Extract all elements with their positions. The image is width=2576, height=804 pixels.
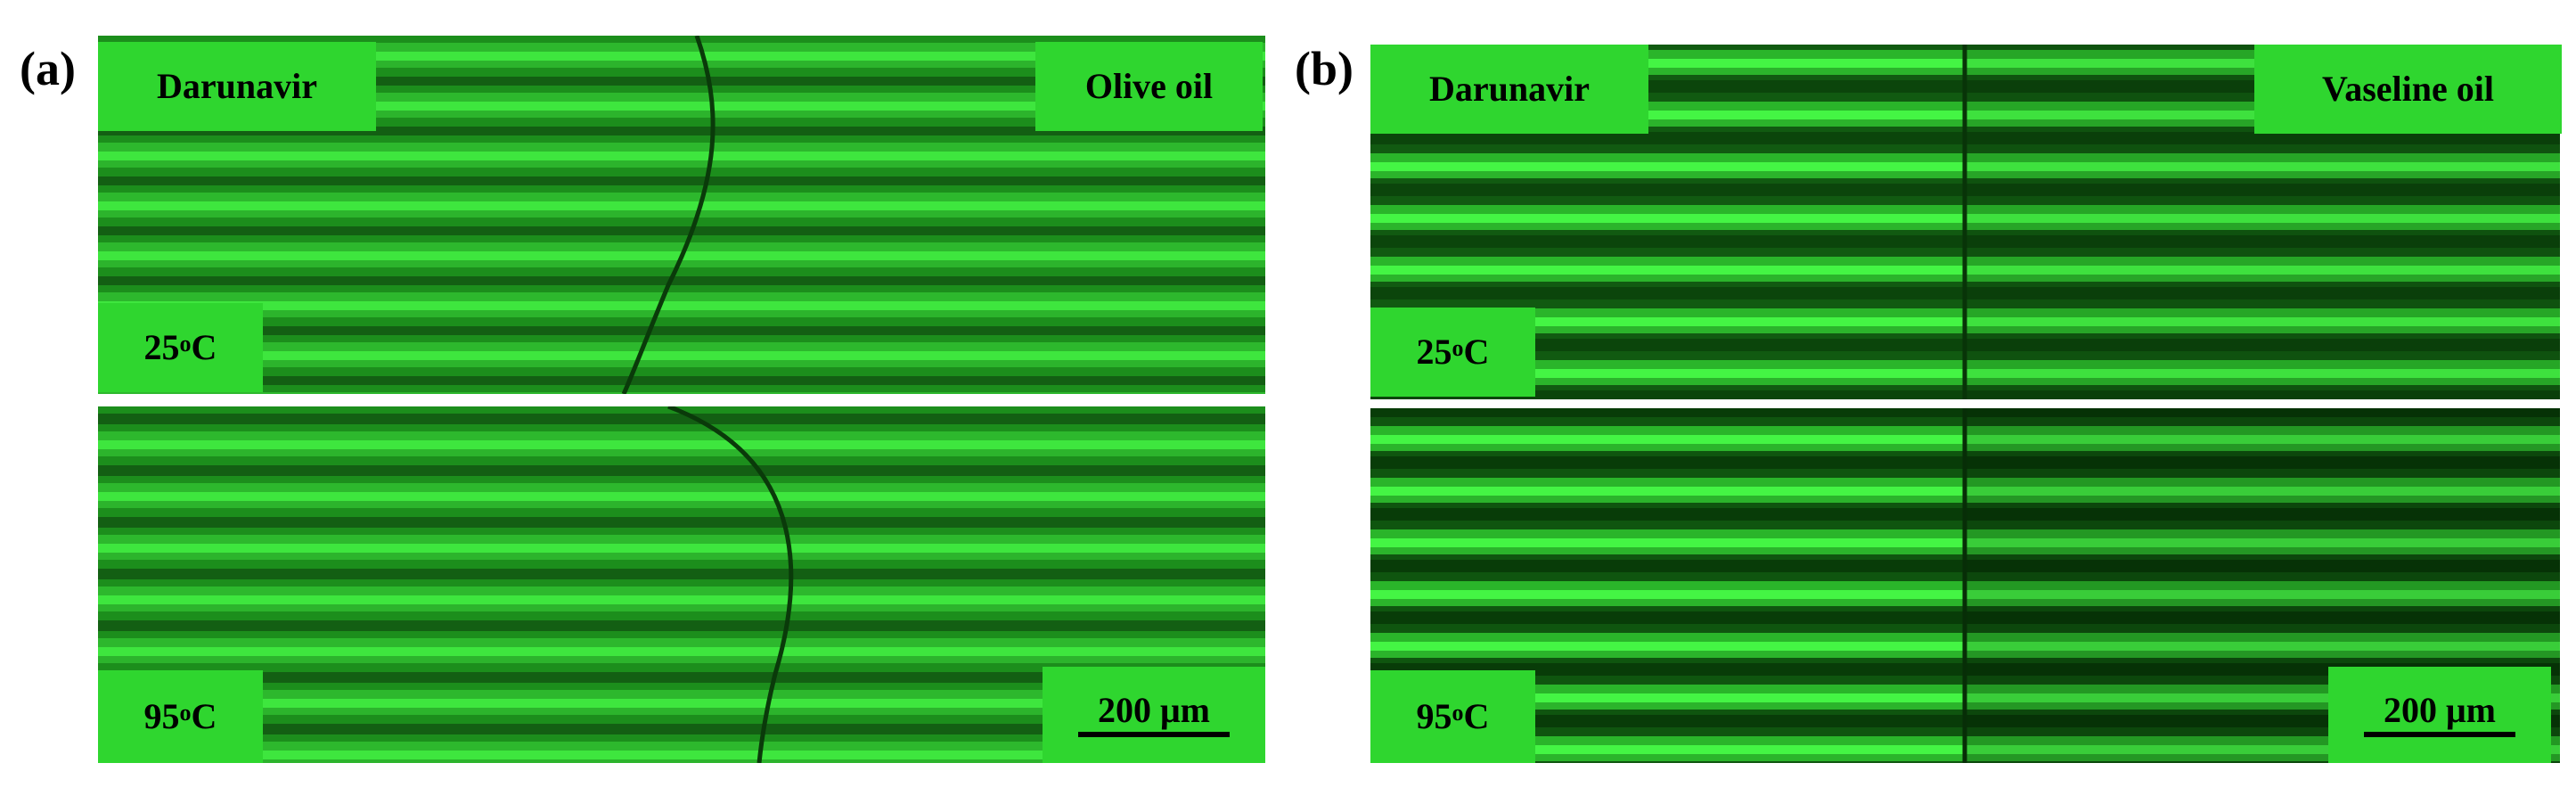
degree-symbol: o xyxy=(1452,700,1464,726)
panel-b-letter: (b) xyxy=(1295,42,1353,95)
panel-b-scale-bar: 200 μm xyxy=(2328,667,2551,763)
panel-b-darunavir-label: Darunavir xyxy=(1370,45,1648,134)
temp-value: 95 xyxy=(143,696,180,736)
panel-a-bottom-temperature-label: 95 o C xyxy=(98,670,263,763)
panel-a-top-temperature-label: 25 o C xyxy=(98,303,263,392)
scale-bar-label: 200 μm xyxy=(2384,690,2496,730)
scale-bar-label: 200 μm xyxy=(1098,690,1210,730)
panel-a-scale-bar: 200 μm xyxy=(1043,667,1265,763)
panel-b-bottom-temperature-label: 95 o C xyxy=(1370,670,1535,763)
temp-unit: C xyxy=(1463,332,1490,372)
temp-unit: C xyxy=(1463,696,1490,736)
degree-symbol: o xyxy=(179,700,192,726)
scale-bar-line xyxy=(2364,732,2515,737)
degree-symbol: o xyxy=(1452,335,1464,361)
temp-value: 25 xyxy=(1416,332,1452,372)
temp-value: 25 xyxy=(143,327,180,367)
temp-unit: C xyxy=(191,327,217,367)
panel-b-top-temperature-label: 25 o C xyxy=(1370,308,1535,397)
panel-b-vaseline-oil-label: Vaseline oil xyxy=(2254,45,2562,134)
scale-bar-line xyxy=(1078,732,1230,737)
degree-symbol: o xyxy=(179,331,192,357)
panel-a-letter: (a) xyxy=(20,42,76,95)
temp-unit: C xyxy=(191,696,217,736)
temp-value: 95 xyxy=(1416,696,1452,736)
panel-a-olive-oil-label: Olive oil xyxy=(1035,42,1263,131)
panel-a-darunavir-label: Darunavir xyxy=(98,42,376,131)
